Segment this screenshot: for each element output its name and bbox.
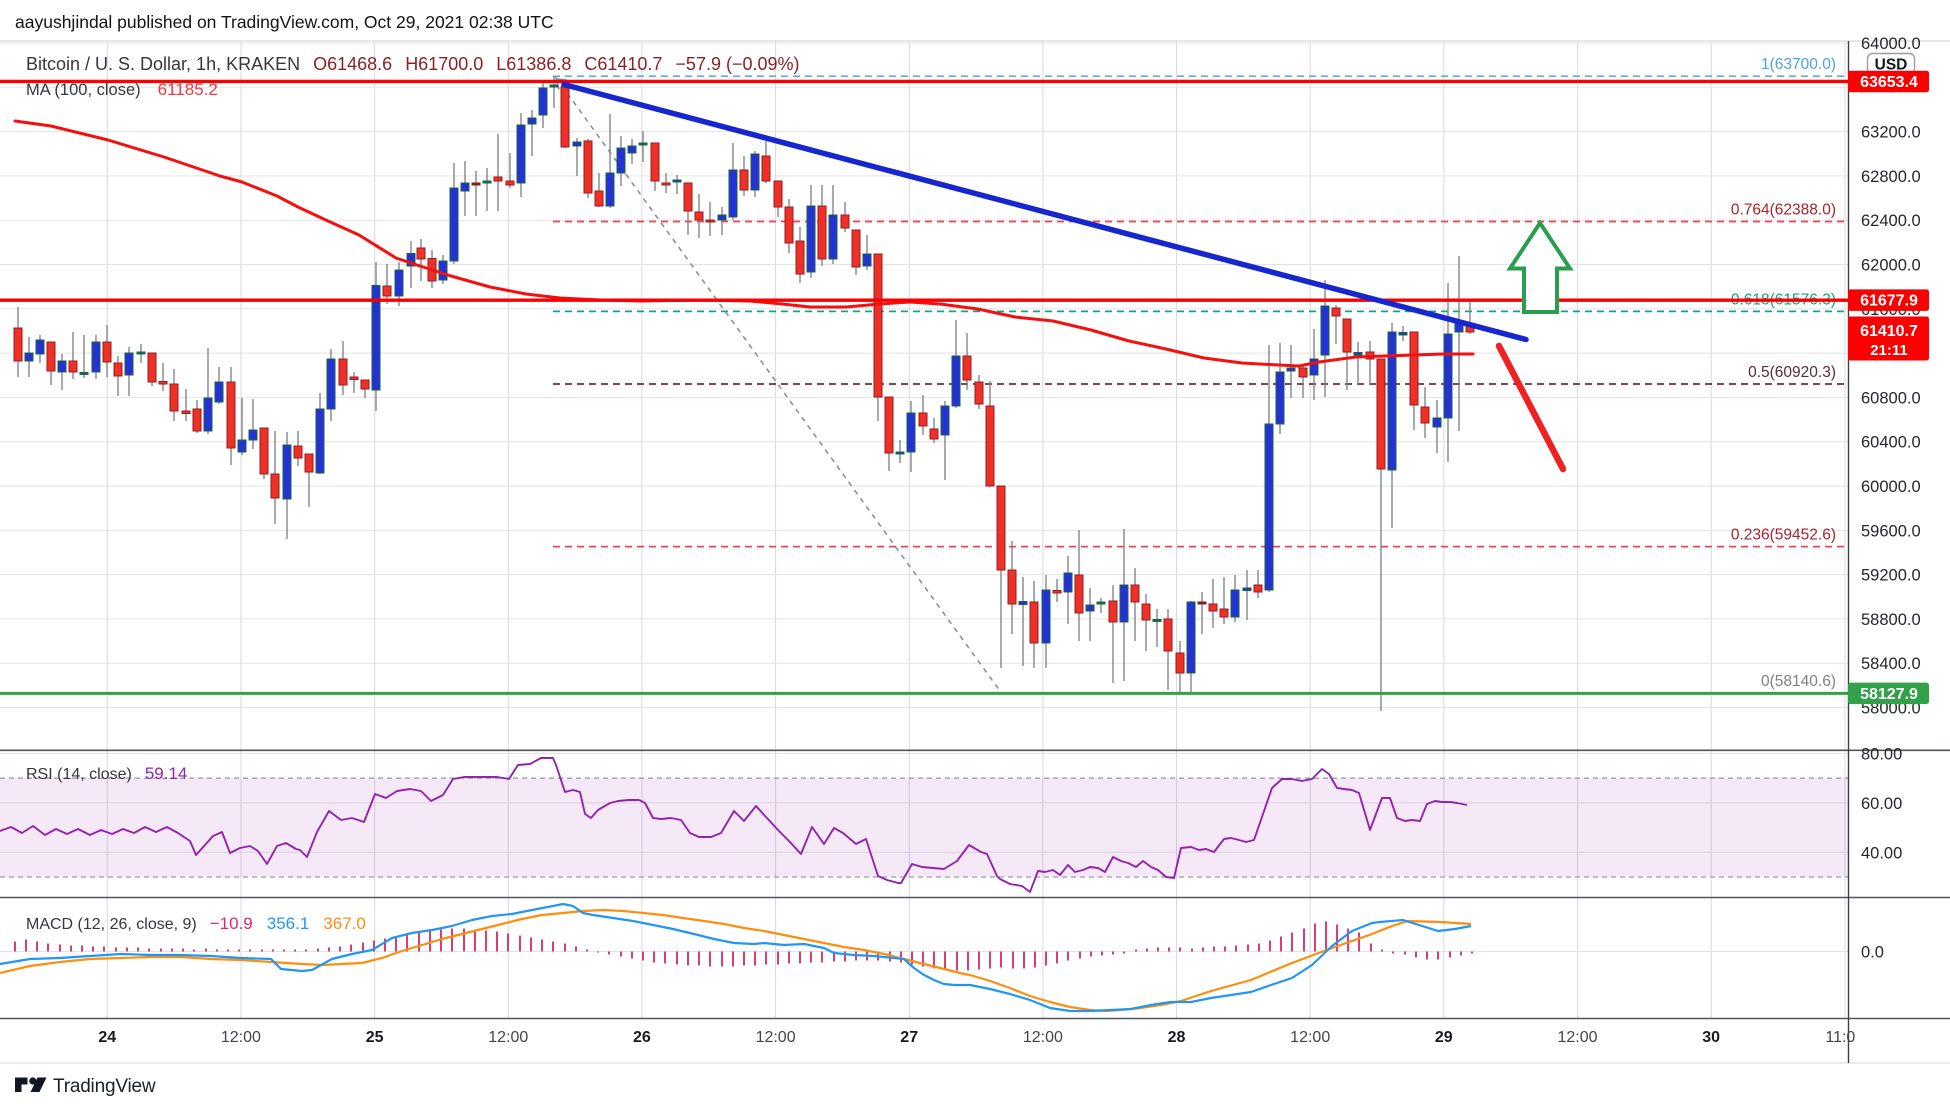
- svg-text:12:00: 12:00: [221, 1029, 261, 1046]
- svg-text:12:00: 12:00: [756, 1029, 796, 1046]
- svg-text:58800.0: 58800.0: [1861, 611, 1921, 629]
- svg-text:28: 28: [1168, 1029, 1186, 1046]
- svg-text:12:00: 12:00: [1023, 1029, 1063, 1046]
- svg-text:RSI (14, close)59.14: RSI (14, close) 59.14: [26, 764, 187, 783]
- svg-text:64000.0: 64000.0: [1861, 35, 1921, 53]
- svg-text:USD: USD: [1875, 57, 1908, 74]
- svg-text:1(63700.0): 1(63700.0): [1761, 56, 1836, 73]
- svg-text:MA (100, close)61185.2: MA (100, close) 61185.2: [26, 80, 218, 99]
- svg-text:59600.0: 59600.0: [1861, 522, 1921, 540]
- svg-text:12:00: 12:00: [488, 1029, 528, 1046]
- svg-text:0.236(59452.6): 0.236(59452.6): [1731, 527, 1836, 544]
- svg-text:40.00: 40.00: [1861, 844, 1902, 862]
- svg-text:25: 25: [366, 1029, 384, 1046]
- svg-text:59200.0: 59200.0: [1861, 567, 1921, 585]
- svg-text:60000.0: 60000.0: [1861, 478, 1921, 496]
- svg-text:63653.4: 63653.4: [1860, 74, 1918, 91]
- svg-text:MACD (12, 26, close, 9)−10.935: MACD (12, 26, close, 9) −10.9 356.1 367.0: [26, 914, 366, 933]
- svg-text:0(58140.6): 0(58140.6): [1761, 673, 1836, 690]
- svg-text:60800.0: 60800.0: [1861, 389, 1921, 407]
- svg-text:61410.7: 61410.7: [1860, 323, 1918, 340]
- svg-text:27: 27: [900, 1029, 918, 1046]
- svg-text:60.00: 60.00: [1861, 795, 1902, 813]
- svg-text:29: 29: [1435, 1029, 1453, 1046]
- svg-text:63200.0: 63200.0: [1861, 124, 1921, 142]
- svg-text:12:00: 12:00: [1557, 1029, 1597, 1046]
- svg-text:0.5(60920.3): 0.5(60920.3): [1748, 364, 1836, 381]
- svg-text:24: 24: [98, 1029, 116, 1046]
- svg-text:30: 30: [1702, 1029, 1720, 1046]
- svg-text:80.00: 80.00: [1861, 746, 1902, 764]
- svg-text:Bitcoin / U. S. Dollar, 1h, KR: Bitcoin / U. S. Dollar, 1h, KRAKEN O61468…: [26, 54, 800, 74]
- svg-text:58400.0: 58400.0: [1861, 655, 1921, 673]
- svg-text:60400.0: 60400.0: [1861, 434, 1921, 452]
- svg-text:58127.9: 58127.9: [1860, 686, 1918, 703]
- svg-text:12:00: 12:00: [1290, 1029, 1330, 1046]
- svg-text:62800.0: 62800.0: [1861, 168, 1921, 186]
- svg-text:62000.0: 62000.0: [1861, 257, 1921, 275]
- svg-text:0.764(62388.0): 0.764(62388.0): [1731, 202, 1836, 219]
- svg-text:aayushjindal published on Trad: aayushjindal published on TradingView.co…: [15, 12, 554, 32]
- svg-text:62400.0: 62400.0: [1861, 212, 1921, 230]
- svg-text:0.0: 0.0: [1861, 944, 1884, 962]
- svg-text:21:11: 21:11: [1870, 342, 1908, 359]
- svg-text:11:00: 11:00: [1825, 1029, 1864, 1046]
- svg-text:TradingView: TradingView: [53, 1076, 156, 1097]
- svg-text:61677.9: 61677.9: [1860, 293, 1918, 310]
- svg-text:26: 26: [633, 1029, 651, 1046]
